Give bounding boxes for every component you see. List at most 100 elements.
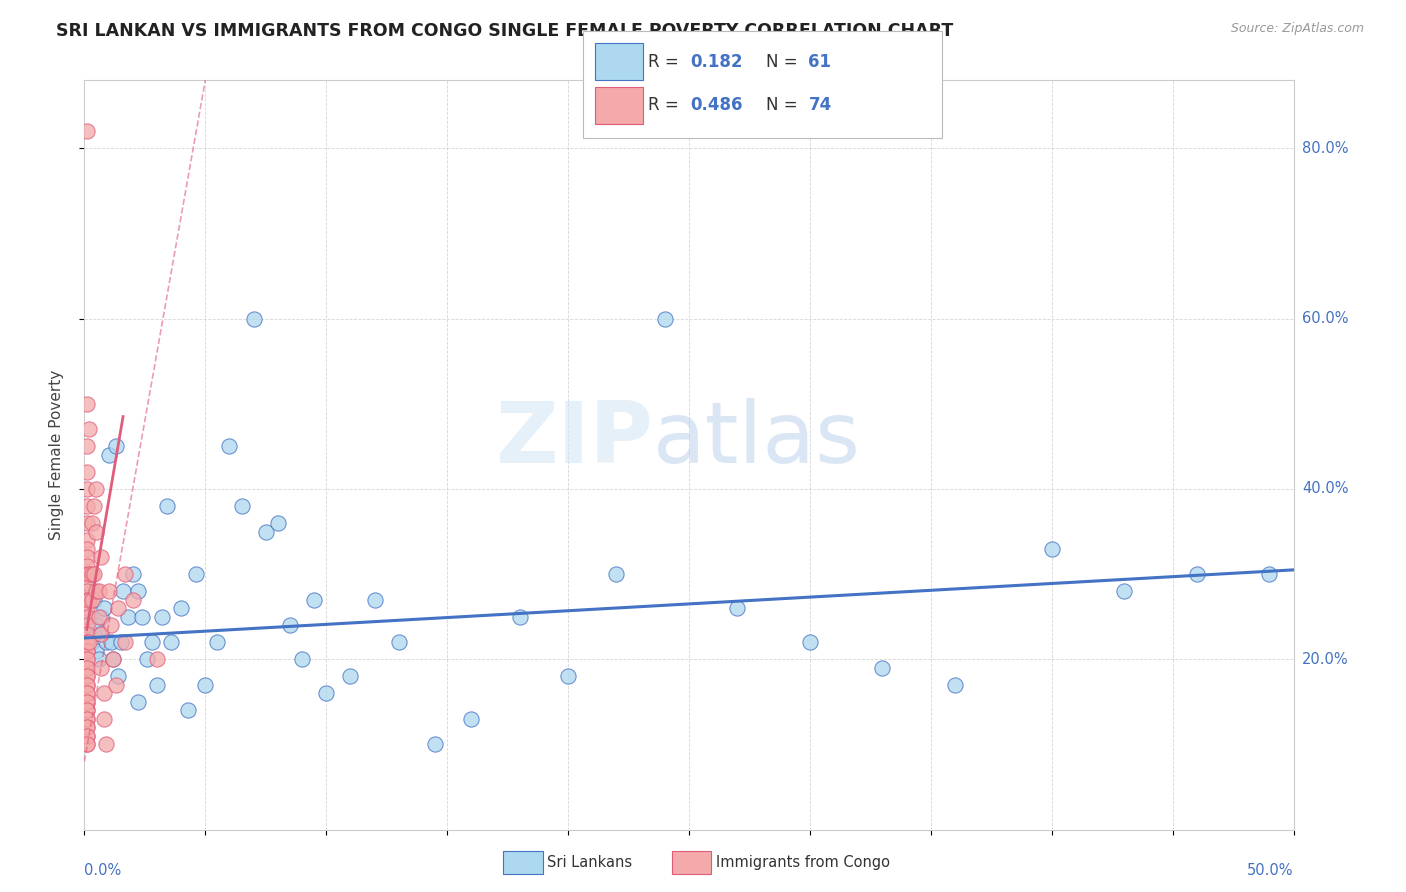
Point bbox=[94, 635, 117, 649]
Point bbox=[654, 311, 676, 326]
Point bbox=[136, 652, 159, 666]
Point bbox=[184, 567, 207, 582]
Point bbox=[80, 516, 103, 530]
Point bbox=[90, 626, 112, 640]
Point bbox=[76, 584, 98, 599]
Point bbox=[97, 584, 120, 599]
Point bbox=[114, 635, 136, 649]
Point bbox=[76, 729, 98, 743]
Point bbox=[170, 601, 193, 615]
Point bbox=[87, 609, 110, 624]
Point bbox=[76, 738, 98, 752]
Point bbox=[1185, 567, 1208, 582]
Text: Sri Lankans: Sri Lankans bbox=[547, 855, 633, 870]
Point bbox=[83, 499, 105, 513]
Point bbox=[76, 635, 98, 649]
Point bbox=[114, 567, 136, 582]
Point bbox=[605, 567, 627, 582]
Point bbox=[117, 609, 139, 624]
Point bbox=[76, 533, 98, 547]
Point bbox=[93, 712, 115, 726]
Point bbox=[104, 439, 127, 453]
Text: SRI LANKAN VS IMMIGRANTS FROM CONGO SINGLE FEMALE POVERTY CORRELATION CHART: SRI LANKAN VS IMMIGRANTS FROM CONGO SING… bbox=[56, 22, 953, 40]
Point bbox=[112, 584, 135, 599]
Point bbox=[146, 678, 169, 692]
Point bbox=[76, 678, 98, 692]
Point bbox=[76, 695, 98, 709]
Text: ZIP: ZIP bbox=[495, 399, 652, 482]
Point bbox=[76, 482, 98, 496]
Point bbox=[76, 720, 98, 734]
Point bbox=[86, 618, 108, 632]
Point bbox=[94, 738, 117, 752]
Point bbox=[76, 661, 98, 675]
Point bbox=[315, 686, 337, 700]
Point bbox=[103, 652, 125, 666]
Point bbox=[77, 635, 100, 649]
Point bbox=[150, 609, 173, 624]
Point bbox=[943, 678, 966, 692]
Point bbox=[146, 652, 169, 666]
Point bbox=[76, 669, 98, 683]
Point bbox=[77, 567, 100, 582]
Point bbox=[90, 550, 112, 565]
Point bbox=[76, 703, 98, 717]
Point bbox=[76, 669, 98, 683]
Point bbox=[76, 661, 98, 675]
Point bbox=[76, 618, 98, 632]
Point bbox=[76, 720, 98, 734]
Point bbox=[76, 439, 98, 453]
Text: 61: 61 bbox=[808, 53, 831, 70]
Point bbox=[423, 738, 446, 752]
Point bbox=[90, 661, 112, 675]
Point bbox=[76, 635, 98, 649]
Text: 0.182: 0.182 bbox=[690, 53, 742, 70]
Point bbox=[76, 550, 98, 565]
Point bbox=[141, 635, 163, 649]
Point bbox=[76, 712, 98, 726]
Point bbox=[83, 567, 105, 582]
Point bbox=[76, 678, 98, 692]
Text: 80.0%: 80.0% bbox=[1302, 141, 1348, 156]
Y-axis label: Single Female Poverty: Single Female Poverty bbox=[49, 370, 63, 540]
Point bbox=[363, 592, 385, 607]
Point bbox=[127, 584, 149, 599]
Point bbox=[339, 669, 361, 683]
Point bbox=[76, 644, 98, 658]
Point bbox=[1040, 541, 1063, 556]
Point bbox=[76, 499, 98, 513]
Text: 50.0%: 50.0% bbox=[1247, 863, 1294, 878]
Point bbox=[80, 584, 103, 599]
Point bbox=[1114, 584, 1136, 599]
Point bbox=[460, 712, 482, 726]
Text: R =: R = bbox=[648, 53, 685, 70]
Point bbox=[194, 678, 217, 692]
Point bbox=[76, 516, 98, 530]
Point bbox=[76, 703, 98, 717]
Point bbox=[278, 618, 301, 632]
Point bbox=[76, 465, 98, 479]
Point bbox=[76, 124, 98, 138]
Point bbox=[77, 609, 100, 624]
Point bbox=[231, 499, 253, 513]
Text: 40.0%: 40.0% bbox=[1302, 482, 1348, 497]
Point bbox=[76, 729, 98, 743]
Point bbox=[83, 626, 105, 640]
Point bbox=[76, 686, 98, 700]
Point bbox=[121, 567, 143, 582]
Point bbox=[76, 592, 98, 607]
Text: 74: 74 bbox=[808, 96, 832, 114]
Text: atlas: atlas bbox=[652, 399, 860, 482]
Point bbox=[1258, 567, 1281, 582]
Point bbox=[76, 644, 98, 658]
Point bbox=[76, 601, 98, 615]
Text: 20.0%: 20.0% bbox=[1302, 652, 1348, 666]
Text: Immigrants from Congo: Immigrants from Congo bbox=[716, 855, 890, 870]
Point bbox=[509, 609, 531, 624]
Text: N =: N = bbox=[766, 53, 803, 70]
Point bbox=[76, 541, 98, 556]
Point bbox=[291, 652, 314, 666]
Text: 0.486: 0.486 bbox=[690, 96, 742, 114]
Point bbox=[100, 618, 122, 632]
Point bbox=[127, 695, 149, 709]
